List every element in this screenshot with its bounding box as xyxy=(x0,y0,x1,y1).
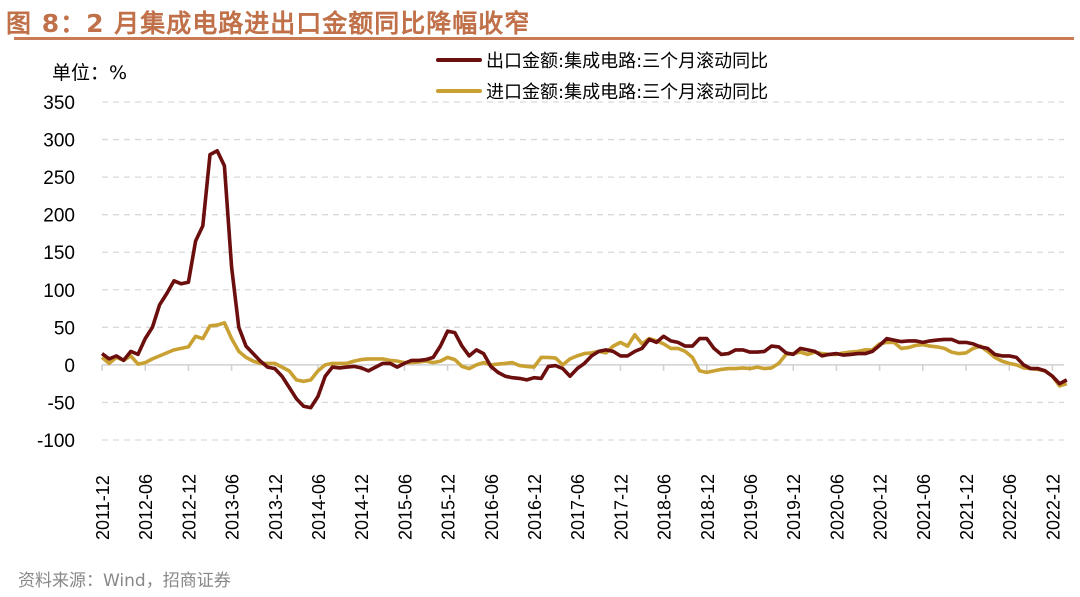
import-series-line xyxy=(100,320,1068,388)
x-tick-label: 2012-12 xyxy=(179,474,199,540)
x-tick-label: 2016-06 xyxy=(482,474,502,540)
x-tick-label: 2014-12 xyxy=(352,474,372,540)
y-tick-label: -100 xyxy=(37,431,75,452)
x-tick-label: 2022-06 xyxy=(1000,474,1020,540)
y-tick-label: 250 xyxy=(43,168,75,189)
legend-item-import: 进口金额:集成电路:三个月滚动同比 xyxy=(436,75,768,106)
legend-label-export: 出口金额:集成电路:三个月滚动同比 xyxy=(486,50,769,72)
legend-swatch-export xyxy=(436,57,482,62)
x-tick-label: 2022-12 xyxy=(1043,474,1063,540)
x-tick-label: 2017-12 xyxy=(611,474,631,540)
x-tick-label: 2018-12 xyxy=(698,474,718,540)
y-tick-label: -50 xyxy=(48,393,75,414)
x-tick-label: 2019-06 xyxy=(741,474,761,540)
x-tick-label: 2015-06 xyxy=(395,474,415,540)
x-tick-label: 2020-12 xyxy=(871,474,891,540)
y-tick-label: 150 xyxy=(43,243,75,264)
x-tick-label: 2017-06 xyxy=(568,474,588,540)
x-tick-label: 2014-06 xyxy=(309,474,329,540)
x-tick-label: 2019-12 xyxy=(784,474,804,540)
y-tick-label: 100 xyxy=(43,281,75,302)
x-tick-label: 2013-12 xyxy=(266,474,286,540)
y-tick-label: 0 xyxy=(64,356,75,377)
x-tick-label: 2012-06 xyxy=(136,474,156,540)
legend-label-import: 进口金额:集成电路:三个月滚动同比 xyxy=(486,81,769,103)
y-tick-label: 50 xyxy=(54,318,75,339)
x-tick-label: 2020-06 xyxy=(827,474,847,540)
y-tick-label: 350 xyxy=(43,93,75,114)
legend: 出口金额:集成电路:三个月滚动同比 进口金额:集成电路:三个月滚动同比 xyxy=(436,44,768,106)
legend-swatch-import xyxy=(436,88,482,93)
x-tick-label: 2018-06 xyxy=(655,474,675,540)
x-tick-label: 2016-12 xyxy=(525,474,545,540)
source-note: 资料来源：Wind，招商证券 xyxy=(18,571,231,591)
legend-item-export: 出口金额:集成电路:三个月滚动同比 xyxy=(436,44,768,75)
x-tick-label: 2021-12 xyxy=(957,474,977,540)
figure-title: 图 8：2 月集成电路进出口金额同比降幅收窄 xyxy=(6,9,531,38)
unit-label: 单位：% xyxy=(52,62,128,84)
export-series-line xyxy=(100,149,1068,410)
x-tick-label: 2015-12 xyxy=(439,474,459,540)
title-divider xyxy=(14,37,1074,40)
x-tick-label: 2011-12 xyxy=(93,475,113,540)
y-tick-label: 300 xyxy=(43,131,75,152)
y-tick-label: 200 xyxy=(43,206,75,227)
x-tick-label: 2021-06 xyxy=(914,474,934,540)
x-tick-label: 2013-06 xyxy=(223,474,243,540)
